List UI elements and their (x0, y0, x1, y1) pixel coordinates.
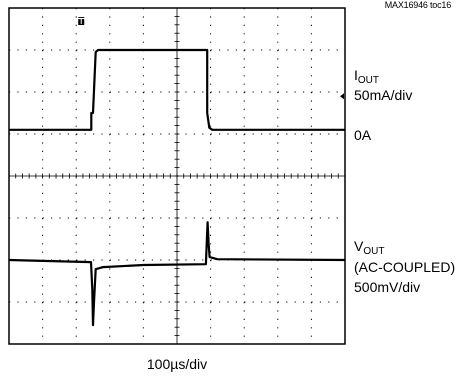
vout-label-sub: OUT (363, 246, 385, 257)
trigger-level-arrow-icon (340, 93, 344, 100)
trace-v-out (8, 221, 346, 327)
vout-label: VOUT (354, 237, 384, 258)
iout-label: IOUT (354, 66, 379, 87)
iout-scale: 50mA/div (354, 87, 413, 103)
time-scale-label: 100µs/div (146, 356, 208, 372)
vout-scale: 500mV/div (354, 279, 421, 295)
vout-label-main: V (354, 238, 364, 254)
figure-reference: MAX16946 toc16 (384, 0, 451, 10)
iout-label-sub: OUT (357, 75, 379, 86)
iout-label-main: I (354, 67, 358, 83)
trace-i-out (9, 48, 345, 131)
vout-coupling: (AC-COUPLED) (354, 259, 456, 275)
iout-zero-label: 0A (354, 127, 372, 143)
